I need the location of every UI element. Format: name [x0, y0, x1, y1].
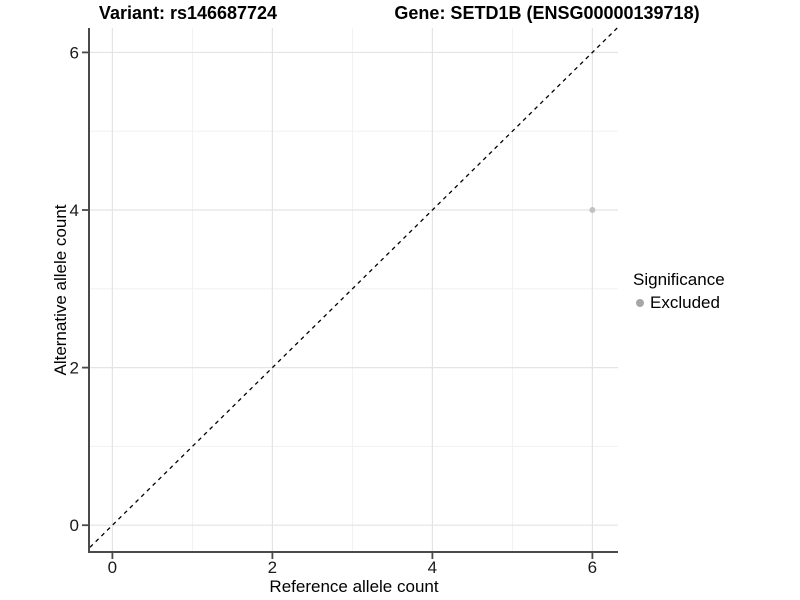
legend-item-label: Excluded	[650, 293, 720, 312]
identity-dashed-line	[89, 27, 618, 548]
y-axis-title: Alternative allele count	[51, 204, 70, 376]
data-point	[589, 207, 596, 214]
x-axis-title: Reference allele count	[269, 577, 439, 596]
x-tick-label: 4	[428, 558, 437, 577]
gene-title: Gene: SETD1B (ENSG00000139718)	[394, 3, 700, 23]
variant-title: Variant: rs146687724	[98, 3, 278, 23]
y-tick-label: 6	[70, 43, 79, 62]
x-tick-label: 2	[268, 558, 277, 577]
legend-item-excluded: Excluded	[633, 293, 725, 313]
y-tick-label: 2	[70, 359, 79, 378]
legend-title: Significance	[633, 270, 725, 289]
excluded-dot-icon	[636, 299, 644, 307]
y-tick-label: 0	[70, 516, 79, 535]
x-tick-label: 0	[108, 558, 117, 577]
x-tick-label: 6	[588, 558, 597, 577]
y-tick-label: 4	[70, 201, 79, 220]
legend: Significance Excluded	[633, 270, 725, 313]
